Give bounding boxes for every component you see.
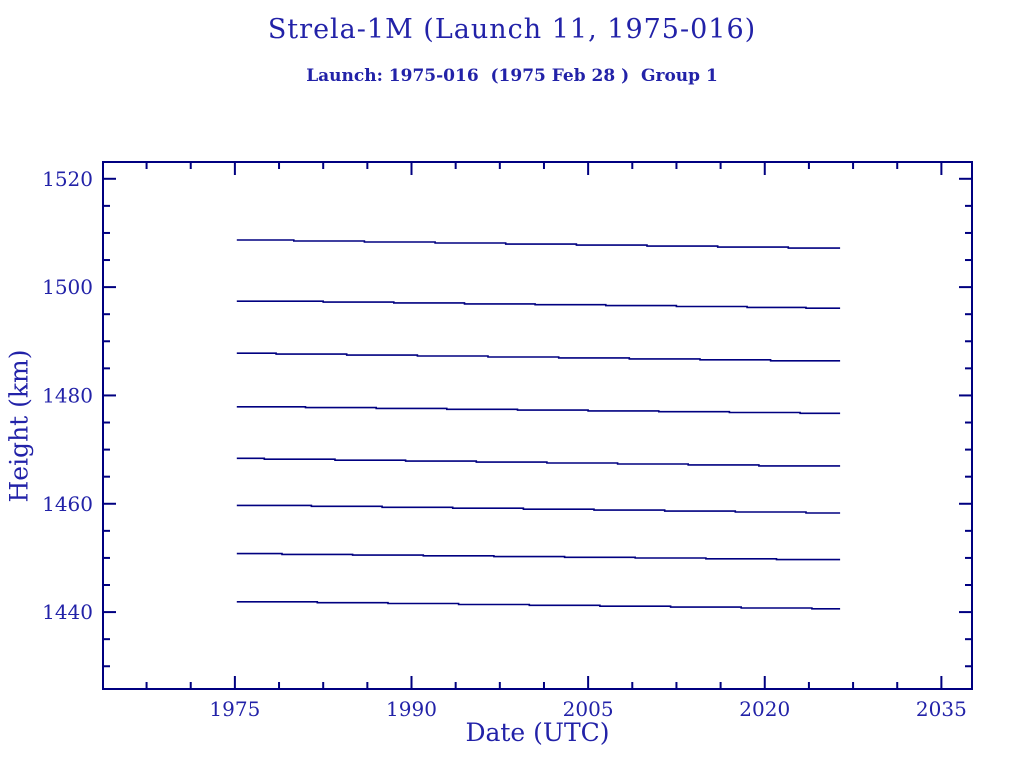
chart-title: Strela-1M (Launch 11, 1975-016): [267, 14, 757, 45]
y-tick-label: 1500: [42, 275, 93, 299]
x-tick-label: 2035: [916, 697, 967, 721]
satellite-line-5: [236, 457, 841, 467]
x-tick-label: 2020: [739, 697, 790, 721]
satellite-line-3: [236, 352, 841, 362]
satellite-line-4: [236, 406, 841, 415]
y-tick-label: 1520: [42, 167, 93, 191]
plot-frame: [102, 161, 973, 690]
satellite-line-8: [236, 601, 841, 610]
y-tick-label: 1480: [42, 383, 93, 407]
y-tick-label: 1460: [42, 492, 93, 516]
satellite-line-1: [236, 239, 841, 249]
x-axis-label: Date (UTC): [465, 718, 610, 747]
x-tick-label: 1990: [386, 697, 437, 721]
y-tick-label: 1440: [42, 600, 93, 624]
y-axis-label: Height (km): [4, 349, 34, 503]
x-tick-label: 1975: [209, 697, 260, 721]
x-tick-label: 2005: [563, 697, 614, 721]
satellite-line-7: [236, 552, 841, 561]
satellite-line-2: [236, 300, 841, 309]
satellite-line-6: [236, 504, 841, 514]
chart-subtitle: Launch: 1975-016 (1975 Feb 28 ) Group 1: [306, 66, 718, 86]
